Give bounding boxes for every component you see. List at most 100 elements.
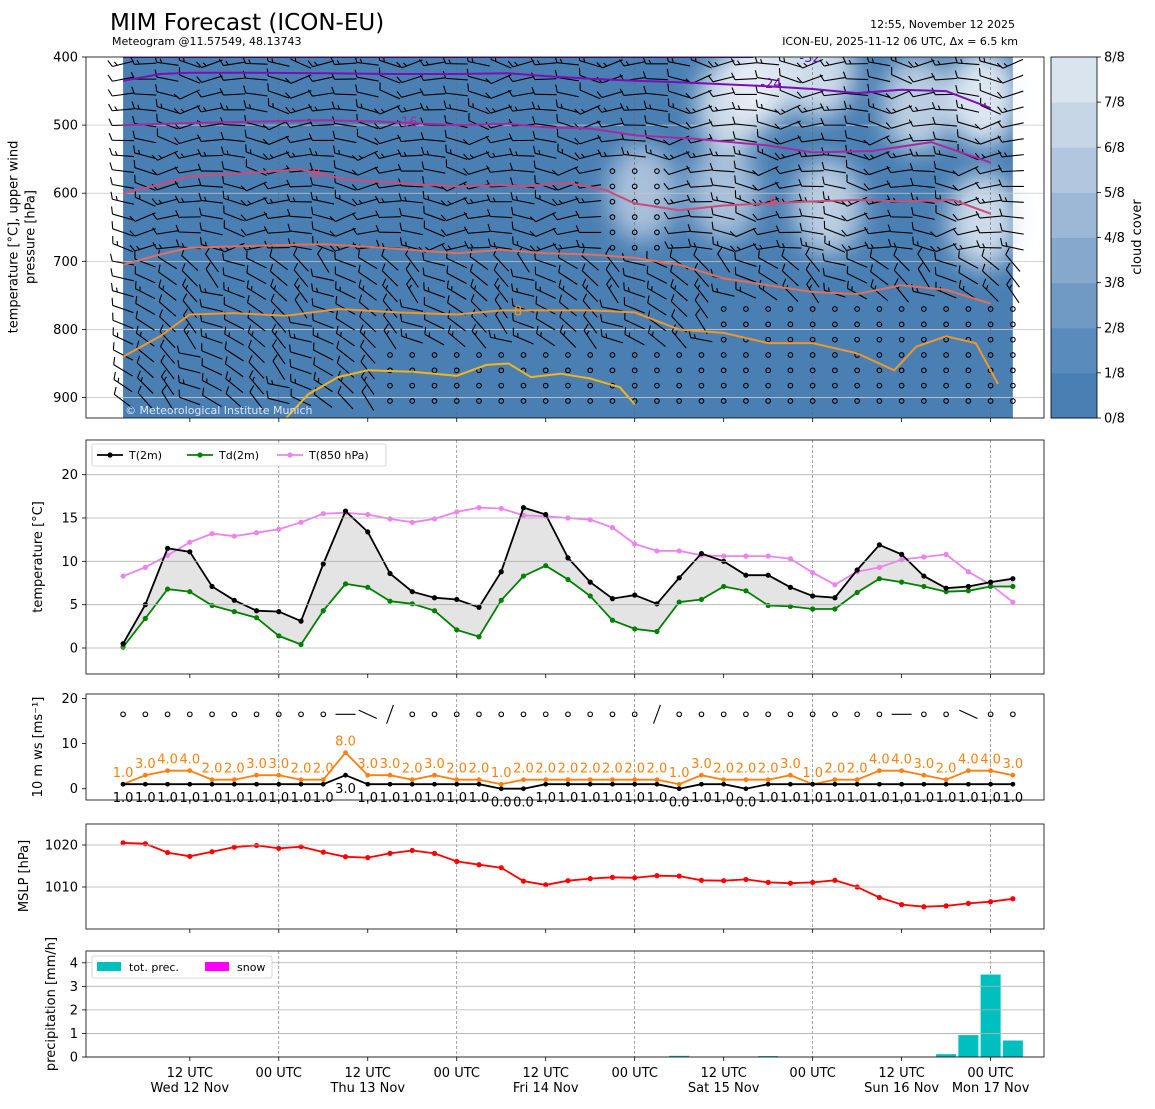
series-point-MSLP <box>343 854 348 859</box>
data-label-gust: 1.0 <box>669 766 690 781</box>
x-tick-label: 00 UTC <box>256 1066 302 1081</box>
legend-swatch-marker <box>197 452 202 457</box>
y-tick-label: 20 <box>61 468 78 483</box>
series-point-T(2m) <box>432 595 437 600</box>
isotherm-label: -24 <box>760 77 781 92</box>
series-point-Td(2m) <box>677 599 682 604</box>
series-point-mean <box>343 773 348 778</box>
x-tick-label: 12 UTC <box>345 1066 391 1081</box>
data-label-gust: 3.0 <box>424 757 445 772</box>
series-point-mean <box>610 782 615 787</box>
series-point-MSLP <box>944 903 949 908</box>
wind-barb-flag <box>110 236 115 244</box>
series-point-gust <box>988 768 993 773</box>
series-point-Td(2m) <box>254 615 259 620</box>
series-point-MSLP <box>254 843 259 848</box>
series-point-Td(2m) <box>298 642 303 647</box>
data-label-mean: 1.0 <box>936 791 957 806</box>
series-point-T(850 hPa) <box>810 570 815 575</box>
data-label-gust: 8.0 <box>335 735 356 750</box>
series-point-Td(2m) <box>565 577 570 582</box>
page-title: MIM Forecast (ICON-EU) <box>110 10 384 36</box>
series-point-Td(2m) <box>521 573 526 578</box>
series-point-MSLP <box>654 873 659 878</box>
wind-barb-shaft <box>290 186 312 187</box>
series-point-T(2m) <box>187 549 192 554</box>
series-point-mean <box>944 782 949 787</box>
series-point-mean <box>877 782 882 787</box>
series-point-mean <box>810 782 815 787</box>
data-label-gust: 3.0 <box>357 757 378 772</box>
series-point-gust <box>677 782 682 787</box>
data-label-mean: 1.0 <box>313 791 334 806</box>
wind-barb-shaft <box>779 247 801 248</box>
y-tick-label: 10 <box>61 737 78 752</box>
series-point-MSLP <box>966 901 971 906</box>
series-point-T(2m) <box>899 552 904 557</box>
colorbar-segment <box>1051 238 1097 284</box>
series-point-T(850 hPa) <box>654 548 659 553</box>
surface-wind-barb <box>387 705 394 724</box>
series-point-gust <box>388 773 393 778</box>
data-label-gust: 3.0 <box>914 757 935 772</box>
watermark: © Meteorological Institute Munich <box>125 404 312 417</box>
x-tick-label: 00 UTC <box>789 1066 835 1081</box>
data-label-gust: 2.0 <box>624 762 645 777</box>
series-point-mean <box>321 782 326 787</box>
y-tick-label: 2 <box>70 1003 78 1018</box>
upper-air-panel: -32-24-16-8-88© Meteorological Institute… <box>7 23 1045 422</box>
series-point-T(850 hPa) <box>387 516 392 521</box>
series-point-T(2m) <box>966 584 971 589</box>
calm-wind-marker <box>588 712 593 717</box>
series-point-Td(2m) <box>855 590 860 595</box>
series-point-Td(2m) <box>877 576 882 581</box>
calm-wind-marker <box>833 712 838 717</box>
wind-barb-shaft <box>335 94 357 95</box>
series-point-gust <box>299 777 304 782</box>
series-point-gust <box>744 777 749 782</box>
data-label-gust: 2.0 <box>446 762 467 777</box>
series-point-T(850 hPa) <box>321 511 326 516</box>
calm-wind-marker <box>944 712 949 717</box>
issue-time: 12:55, November 12 2025 <box>870 18 1015 31</box>
series-point-T(850 hPa) <box>632 541 637 546</box>
data-label-gust: 2.0 <box>313 762 334 777</box>
series-point-mean <box>210 782 215 787</box>
series-point-mean <box>566 782 571 787</box>
series-point-MSLP <box>387 851 392 856</box>
wind-barb-flag <box>109 254 113 261</box>
series-point-gust <box>966 768 971 773</box>
series-point-Td(2m) <box>476 634 481 639</box>
series-point-T(2m) <box>788 585 793 590</box>
colorbar-segment <box>1051 328 1097 374</box>
series-point-T(2m) <box>165 546 170 551</box>
series-point-T(850 hPa) <box>365 512 370 517</box>
temperature-ylabel: temperature [°C] <box>31 501 46 613</box>
wind-barb-shaft <box>379 217 401 218</box>
data-label-gust: 3.0 <box>135 757 156 772</box>
series-point-Td(2m) <box>699 597 704 602</box>
series-point-mean <box>766 782 771 787</box>
series-point-mean <box>299 782 304 787</box>
y-tick-label: 15 <box>61 512 78 527</box>
y-tick-label: 1 <box>70 1027 78 1042</box>
wind-barb-shaft <box>201 155 223 156</box>
data-label-mean: 0.0 <box>669 796 690 811</box>
wind-barb-shaft <box>246 63 268 64</box>
series-point-Td(2m) <box>143 616 148 621</box>
series-point-T(2m) <box>365 529 370 534</box>
series-point-T(2m) <box>499 569 504 574</box>
series-point-MSLP <box>365 855 370 860</box>
wind-barb-flag <box>110 206 115 214</box>
series-point-Td(2m) <box>654 629 659 634</box>
data-label-mean: 1.0 <box>157 791 178 806</box>
series-point-mean <box>966 782 971 787</box>
data-label-mean: 1.0 <box>1003 791 1024 806</box>
series-point-MSLP <box>832 878 837 883</box>
series-point-mean <box>165 782 170 787</box>
series-point-T(850 hPa) <box>276 527 281 532</box>
series-point-Td(2m) <box>410 601 415 606</box>
